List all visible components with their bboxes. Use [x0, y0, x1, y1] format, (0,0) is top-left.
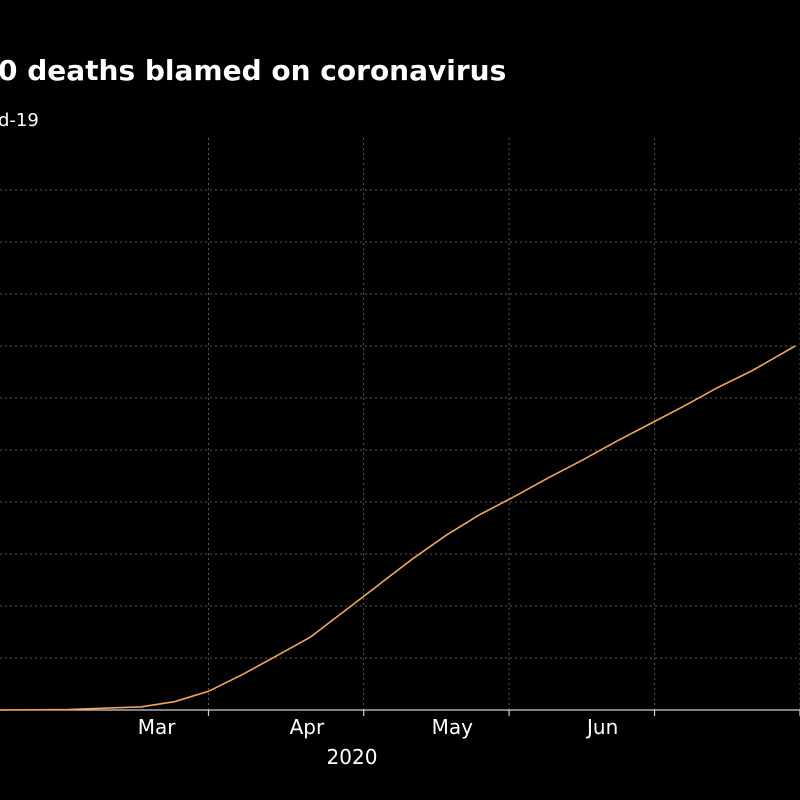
chart-subtitle: d-19	[0, 110, 39, 131]
year-label: 2020	[327, 745, 378, 769]
series-layer	[0, 345, 796, 711]
series-line-0	[0, 345, 796, 711]
x-tick-label-2: May	[432, 715, 474, 739]
x-tick-label-0: Mar	[138, 715, 177, 739]
x-tick-label-3: Jun	[585, 715, 618, 739]
gridlines	[0, 138, 800, 710]
x-ticks: Mar Apr May Jun	[138, 710, 800, 739]
x-tick-label-1: Apr	[290, 715, 325, 739]
chart-title: 0 deaths blamed on coronavirus	[0, 54, 506, 87]
